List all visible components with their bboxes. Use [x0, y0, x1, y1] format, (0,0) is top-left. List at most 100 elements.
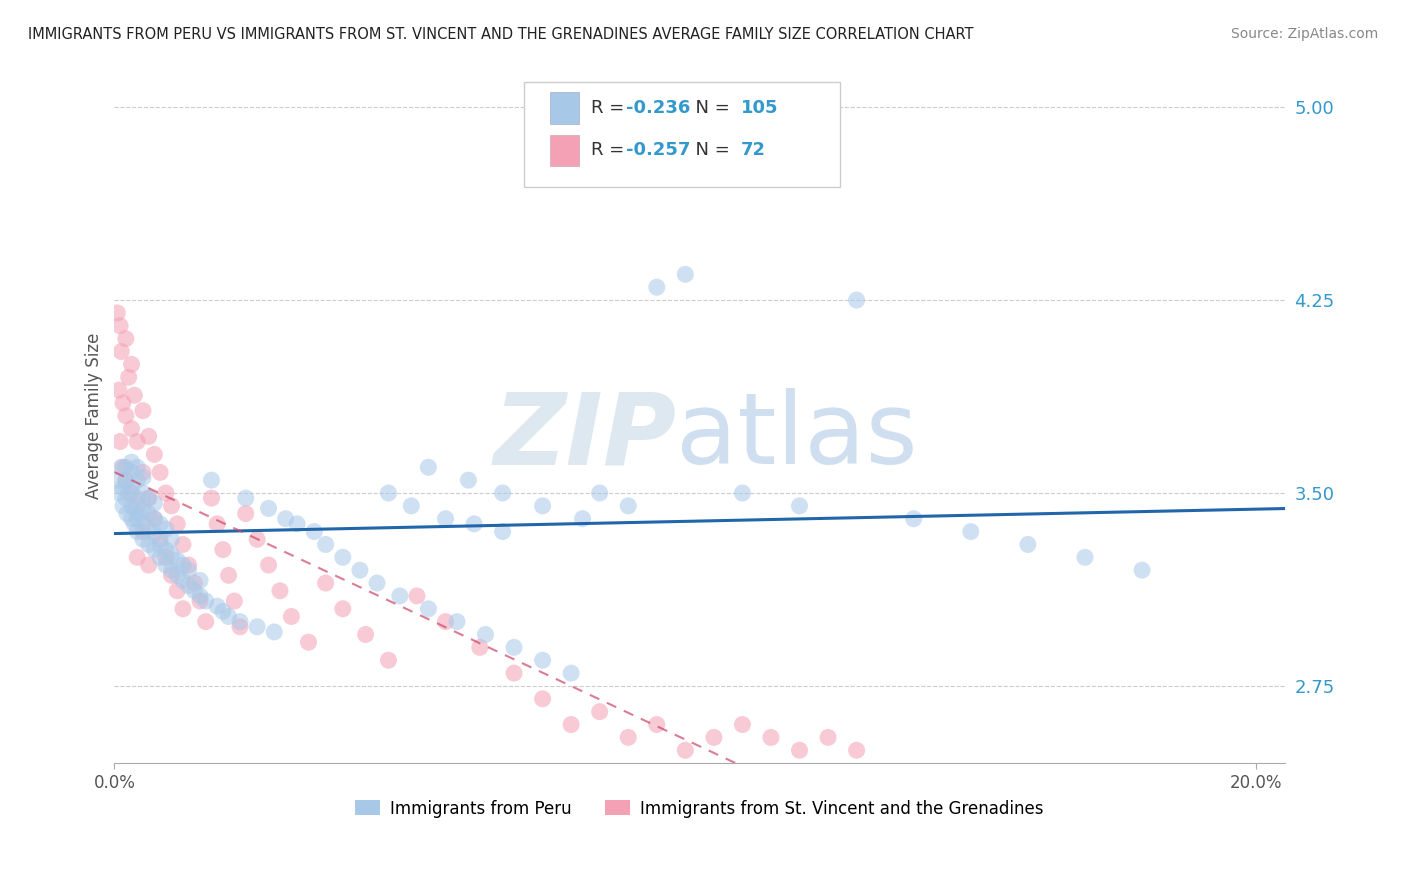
Point [673, 743, 696, 757]
Point [229, 620, 252, 634]
Point [302, 524, 325, 539]
Point [731, 486, 754, 500]
Point [903, 512, 925, 526]
Point [172, 558, 194, 572]
Point [406, 589, 429, 603]
Text: Source: ZipAtlas.com: Source: ZipAtlas.com [1230, 27, 1378, 41]
Point [235, 507, 257, 521]
Point [124, 501, 146, 516]
Point [269, 583, 291, 598]
Point [114, 473, 136, 487]
Text: ZIP: ZIP [494, 388, 676, 485]
Point [263, 624, 285, 639]
Point [132, 466, 155, 480]
Point [143, 542, 166, 557]
Text: 105: 105 [741, 99, 778, 117]
Point [349, 563, 371, 577]
Point [285, 516, 308, 531]
Point [114, 491, 136, 505]
Point [121, 357, 143, 371]
Point [155, 542, 177, 557]
Point [1017, 537, 1039, 551]
Point [155, 558, 177, 572]
Point [111, 396, 134, 410]
Point [205, 516, 228, 531]
Point [845, 293, 868, 307]
Point [129, 507, 152, 521]
Point [503, 666, 526, 681]
Point [589, 486, 612, 500]
Point [149, 466, 172, 480]
Text: atlas: atlas [676, 388, 918, 485]
Point [188, 589, 211, 603]
Point [155, 522, 177, 536]
Text: IMMIGRANTS FROM PERU VS IMMIGRANTS FROM ST. VINCENT AND THE GRENADINES AVERAGE F: IMMIGRANTS FROM PERU VS IMMIGRANTS FROM … [28, 27, 973, 42]
Point [149, 537, 172, 551]
Text: R =: R = [591, 99, 630, 117]
FancyBboxPatch shape [550, 93, 579, 124]
Point [188, 594, 211, 608]
Point [132, 403, 155, 417]
Point [143, 447, 166, 461]
Point [1130, 563, 1153, 577]
Point [132, 486, 155, 500]
Point [257, 501, 280, 516]
Point [160, 499, 183, 513]
Point [560, 666, 582, 681]
Point [108, 473, 131, 487]
Legend: Immigrants from Peru, Immigrants from St. Vincent and the Grenadines: Immigrants from Peru, Immigrants from St… [349, 793, 1050, 824]
Point [149, 550, 172, 565]
Point [246, 533, 269, 547]
Point [531, 499, 554, 513]
Text: -0.257: -0.257 [626, 142, 690, 160]
Point [235, 491, 257, 505]
Point [149, 533, 172, 547]
Point [703, 731, 725, 745]
Point [160, 548, 183, 562]
Point [114, 460, 136, 475]
Point [645, 717, 668, 731]
Point [108, 383, 131, 397]
Point [111, 481, 134, 495]
Point [377, 653, 399, 667]
Point [114, 332, 136, 346]
Point [731, 717, 754, 731]
Point [121, 455, 143, 469]
Point [503, 640, 526, 655]
Point [127, 550, 149, 565]
Point [118, 370, 141, 384]
Point [560, 717, 582, 731]
Point [172, 537, 194, 551]
Point [127, 524, 149, 539]
Point [172, 601, 194, 615]
Point [817, 731, 839, 745]
Point [332, 601, 354, 615]
Point [138, 558, 160, 572]
Point [177, 563, 200, 577]
Point [959, 524, 981, 539]
Point [143, 496, 166, 510]
Point [121, 512, 143, 526]
Point [160, 563, 183, 577]
Point [138, 507, 160, 521]
Point [531, 653, 554, 667]
Point [354, 627, 377, 641]
Point [789, 499, 811, 513]
Point [589, 705, 612, 719]
Point [166, 516, 188, 531]
Point [759, 731, 782, 745]
Point [474, 627, 496, 641]
Point [434, 512, 457, 526]
Y-axis label: Average Family Size: Average Family Size [86, 333, 103, 499]
Point [138, 522, 160, 536]
Point [155, 486, 177, 500]
Point [177, 579, 200, 593]
Point [127, 460, 149, 475]
Point [845, 743, 868, 757]
Point [531, 691, 554, 706]
Point [205, 599, 228, 614]
Point [121, 481, 143, 495]
Point [274, 512, 297, 526]
Point [463, 516, 485, 531]
Point [468, 640, 491, 655]
